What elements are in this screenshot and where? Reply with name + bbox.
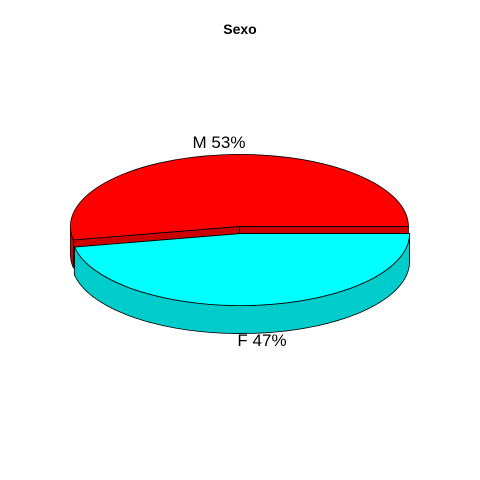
chart-title: Sexo	[223, 21, 256, 37]
slice-f-top	[73, 233, 410, 306]
slice-label-f: F 47%	[237, 331, 286, 350]
pie-slices	[70, 154, 410, 334]
slice-label-m: M 53%	[193, 133, 246, 152]
slice-m-top	[70, 154, 409, 241]
